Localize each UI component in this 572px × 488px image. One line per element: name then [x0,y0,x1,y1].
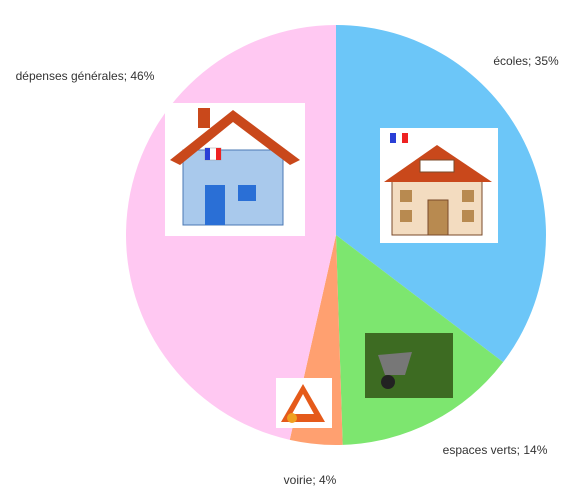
school-icon [380,128,498,243]
data-label: écoles; 35% [493,54,559,68]
data-label: voirie; 4% [283,473,337,487]
wheelbarrow-icon [365,333,453,398]
data-label: dépenses générales; 46% [15,69,155,83]
data-label: espaces verts; 14% [442,443,548,457]
house-icon [165,103,305,236]
roadwork-icon [276,378,332,428]
